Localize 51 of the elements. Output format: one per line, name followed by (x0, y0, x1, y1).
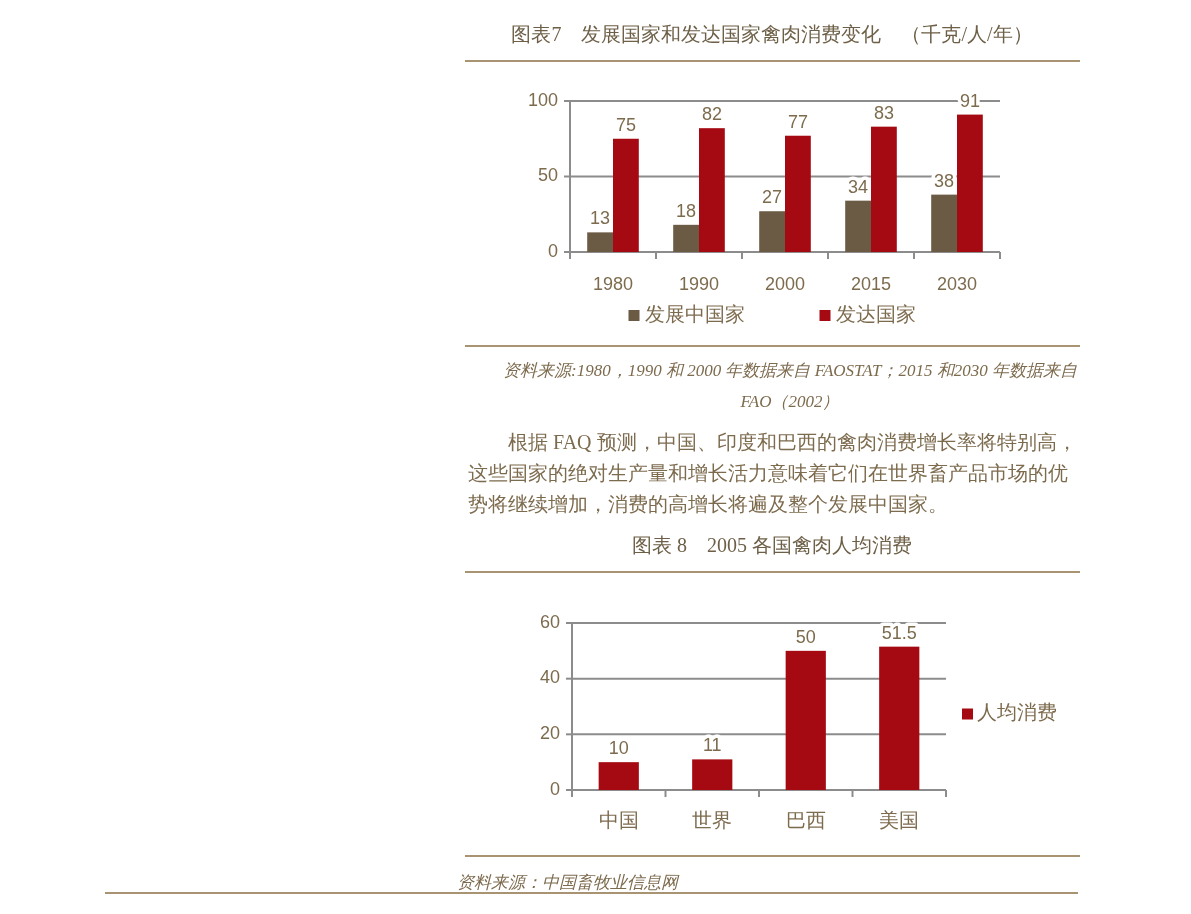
data-label: 10 (608, 738, 629, 759)
x-tick-label: 1990 (678, 273, 720, 294)
data-label: 50 (795, 626, 816, 647)
bar (845, 200, 871, 252)
x-tick-label: 2030 (936, 273, 978, 294)
x-tick-label: 2015 (850, 273, 892, 294)
data-label: 38 (934, 170, 955, 191)
data-label: 11 (702, 735, 722, 756)
bar (759, 211, 785, 252)
text: 资料来源：中国畜牧业信息网 (457, 872, 680, 892)
data-label: 77 (787, 111, 808, 132)
x-tick-label: 美国 (879, 808, 920, 831)
x-tick-label: 1980 (592, 273, 634, 294)
bar (931, 194, 957, 252)
data-label: 18 (676, 200, 697, 221)
bar (699, 128, 725, 252)
x-tick-label: 2000 (764, 273, 806, 294)
y-tick-label: 0 (549, 778, 560, 799)
data-label: 13 (590, 208, 611, 229)
text: 根据 FAQ 预测，中国、印度和巴西的禽肉消费增长率将特别高，这些国家的绝对生产量和增长活力意味着它们在世界畜产品市场的优势将继续增加，消费的高增长将遍及整个发展中国家。 (468, 430, 1077, 515)
y-tick-label: 100 (527, 89, 558, 110)
y-tick-label: 20 (539, 723, 560, 744)
bar (785, 650, 826, 790)
bar (692, 759, 733, 790)
data-label: 34 (848, 176, 869, 197)
data-label: 75 (615, 114, 636, 135)
y-tick-label: 0 (547, 240, 558, 261)
bar (598, 762, 639, 790)
legend-label: 发展中国家 (644, 302, 745, 325)
text: 资料来源:1980，1990 和 2000 年数据来自 FAOSTAT；2015 和2030 年数据来自FAO（2002） (503, 360, 1077, 411)
y-tick-label: 40 (539, 667, 560, 688)
y-tick-label: 50 (537, 165, 558, 186)
data-label: 82 (701, 104, 722, 125)
bar (879, 646, 920, 790)
bar (871, 126, 897, 252)
bar (587, 232, 613, 252)
bar (785, 135, 811, 252)
x-tick-label: 世界 (692, 808, 733, 831)
chart-title: 图表 8 2005 各国禽肉人均消费 (632, 533, 912, 556)
bar (957, 114, 983, 252)
x-tick-label: 中国 (598, 808, 639, 831)
x-tick-label: 巴西 (785, 808, 826, 831)
legend-label: 发达国家 (835, 302, 916, 325)
legend-label: 人均消费 (977, 701, 1057, 724)
bar (613, 138, 639, 252)
bar (673, 224, 699, 252)
chart-title: 图表7 发展国家和发达国家禽肉消费变化 （千克/人/年） (511, 22, 1033, 45)
data-label: 51.5 (881, 622, 917, 643)
y-tick-label: 60 (539, 611, 560, 632)
data-label: 27 (762, 187, 783, 208)
data-label: 83 (873, 102, 894, 123)
